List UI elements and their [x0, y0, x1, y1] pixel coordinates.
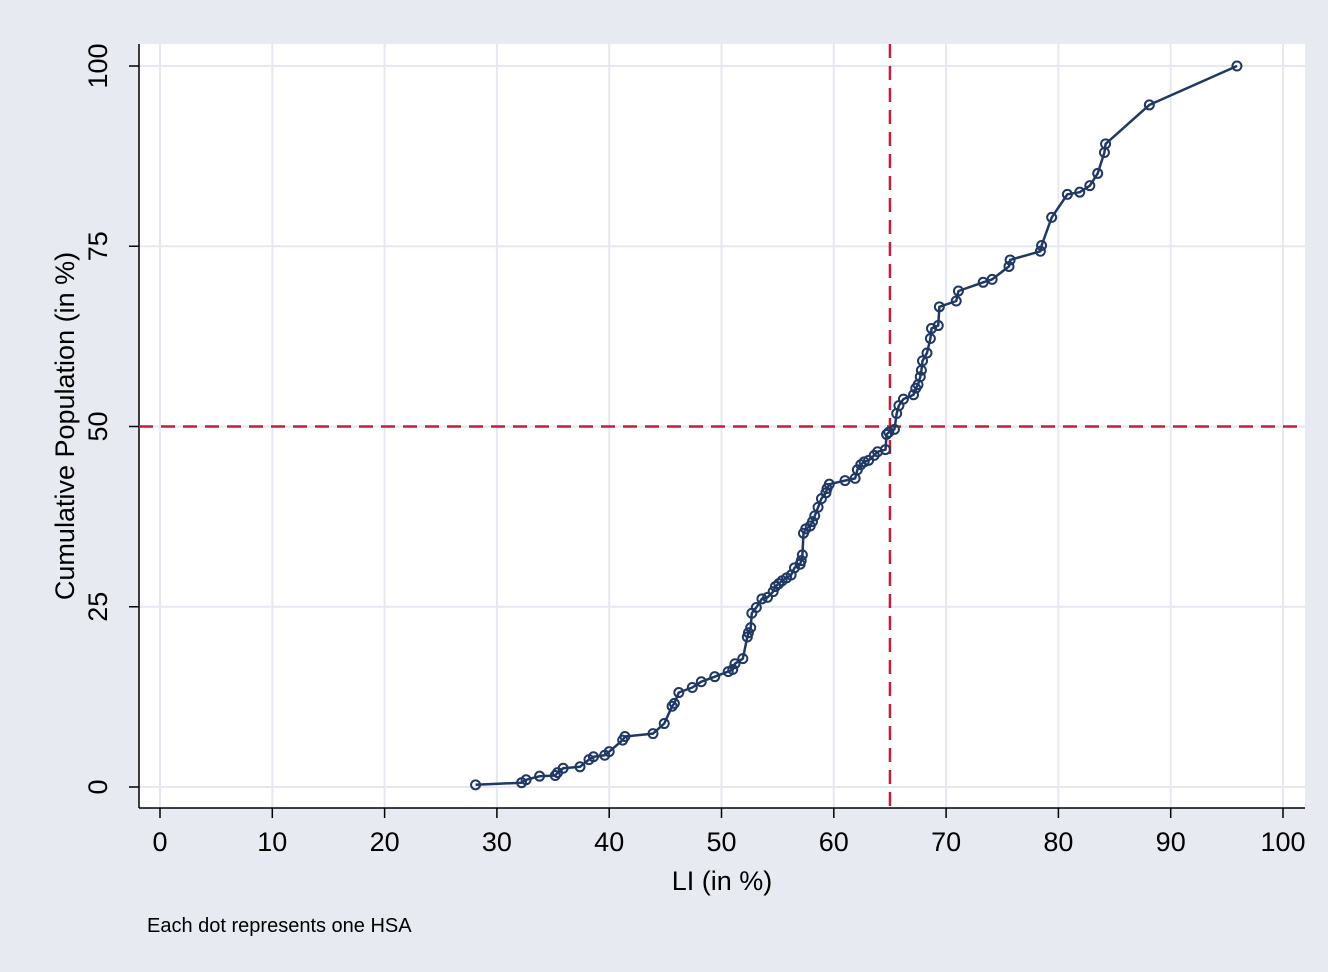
- reference-lines: [139, 44, 1305, 808]
- y-tick-label: 0: [83, 779, 113, 794]
- data-point: [1004, 254, 1016, 266]
- data-point: [1074, 186, 1086, 198]
- data-point: [914, 371, 926, 383]
- data-point: [695, 676, 707, 688]
- x-tick-label: 50: [706, 827, 736, 857]
- data-point: [881, 428, 893, 440]
- x-tick-label: 60: [819, 827, 849, 857]
- y-tick-label: 100: [83, 43, 113, 88]
- data-point: [917, 355, 929, 367]
- x-tick-label: 80: [1043, 827, 1073, 857]
- data-point: [727, 663, 739, 675]
- data-point: [1143, 99, 1155, 111]
- data-point: [823, 478, 835, 490]
- data-point: [952, 285, 964, 297]
- data-point: [587, 751, 599, 763]
- data-point: [1036, 240, 1048, 252]
- data-point: [520, 774, 532, 786]
- y-tick-label: 25: [83, 592, 113, 622]
- data-point: [932, 320, 944, 332]
- chart-note: Each dot represents one HSA: [147, 915, 412, 937]
- x-tick-label: 100: [1260, 827, 1305, 857]
- y-axis-ticks: 0 25 50 75 100: [83, 43, 139, 795]
- data-point: [924, 333, 936, 345]
- data-point: [574, 761, 586, 773]
- data-point: [686, 682, 698, 694]
- data-point: [470, 779, 482, 791]
- y-tick-label: 50: [83, 411, 113, 441]
- data-point: [897, 393, 909, 405]
- data-point: [1084, 180, 1096, 192]
- data-point: [647, 728, 659, 740]
- x-tick-label: 20: [370, 827, 400, 857]
- data-point: [673, 687, 685, 699]
- data-point: [658, 718, 670, 730]
- data-point: [795, 555, 807, 567]
- data-point: [921, 347, 933, 359]
- data-point: [666, 700, 678, 712]
- y-tick-label: 75: [83, 231, 113, 261]
- data-point: [549, 769, 561, 781]
- data-point: [950, 295, 962, 307]
- data-point: [668, 697, 680, 709]
- data-point: [603, 746, 615, 758]
- data-point: [796, 549, 808, 561]
- x-axis-ticks: 0 10 20 30 40 50 60 70 80 90 100: [152, 808, 1306, 857]
- data-point: [879, 444, 891, 456]
- data-point: [1046, 211, 1058, 223]
- y-axis-label: Cumulative Population (in %): [50, 252, 80, 600]
- data-point: [839, 475, 851, 487]
- data-point: [908, 389, 920, 401]
- data-point: [534, 770, 546, 782]
- data-point: [745, 622, 757, 634]
- data-point: [806, 516, 818, 528]
- data-point: [888, 423, 900, 435]
- data-point: [1092, 167, 1104, 179]
- x-tick-label: 30: [482, 827, 512, 857]
- data-point: [883, 426, 895, 438]
- x-tick-label: 10: [257, 827, 287, 857]
- data-point: [1231, 60, 1243, 72]
- data-point: [729, 658, 741, 670]
- data-point: [926, 322, 938, 334]
- data-point: [619, 731, 631, 743]
- data-point: [756, 593, 768, 605]
- series-group: [470, 60, 1243, 791]
- data-point: [986, 273, 998, 285]
- data-point: [1003, 260, 1015, 272]
- data-point: [742, 627, 754, 639]
- data-point: [1034, 245, 1046, 257]
- data-point: [767, 586, 779, 598]
- x-axis-label: LI (in %): [672, 866, 773, 896]
- data-point: [737, 653, 749, 665]
- data-point: [1100, 138, 1112, 150]
- x-tick-label: 40: [594, 827, 624, 857]
- data-point: [933, 301, 945, 313]
- data-point: [709, 671, 721, 683]
- x-tick-label: 0: [152, 827, 167, 857]
- data-point: [762, 591, 774, 603]
- data-point: [557, 762, 569, 774]
- data-point: [1061, 188, 1073, 200]
- data-point: [750, 601, 762, 613]
- x-tick-label: 70: [931, 827, 961, 857]
- x-tick-label: 90: [1156, 827, 1186, 857]
